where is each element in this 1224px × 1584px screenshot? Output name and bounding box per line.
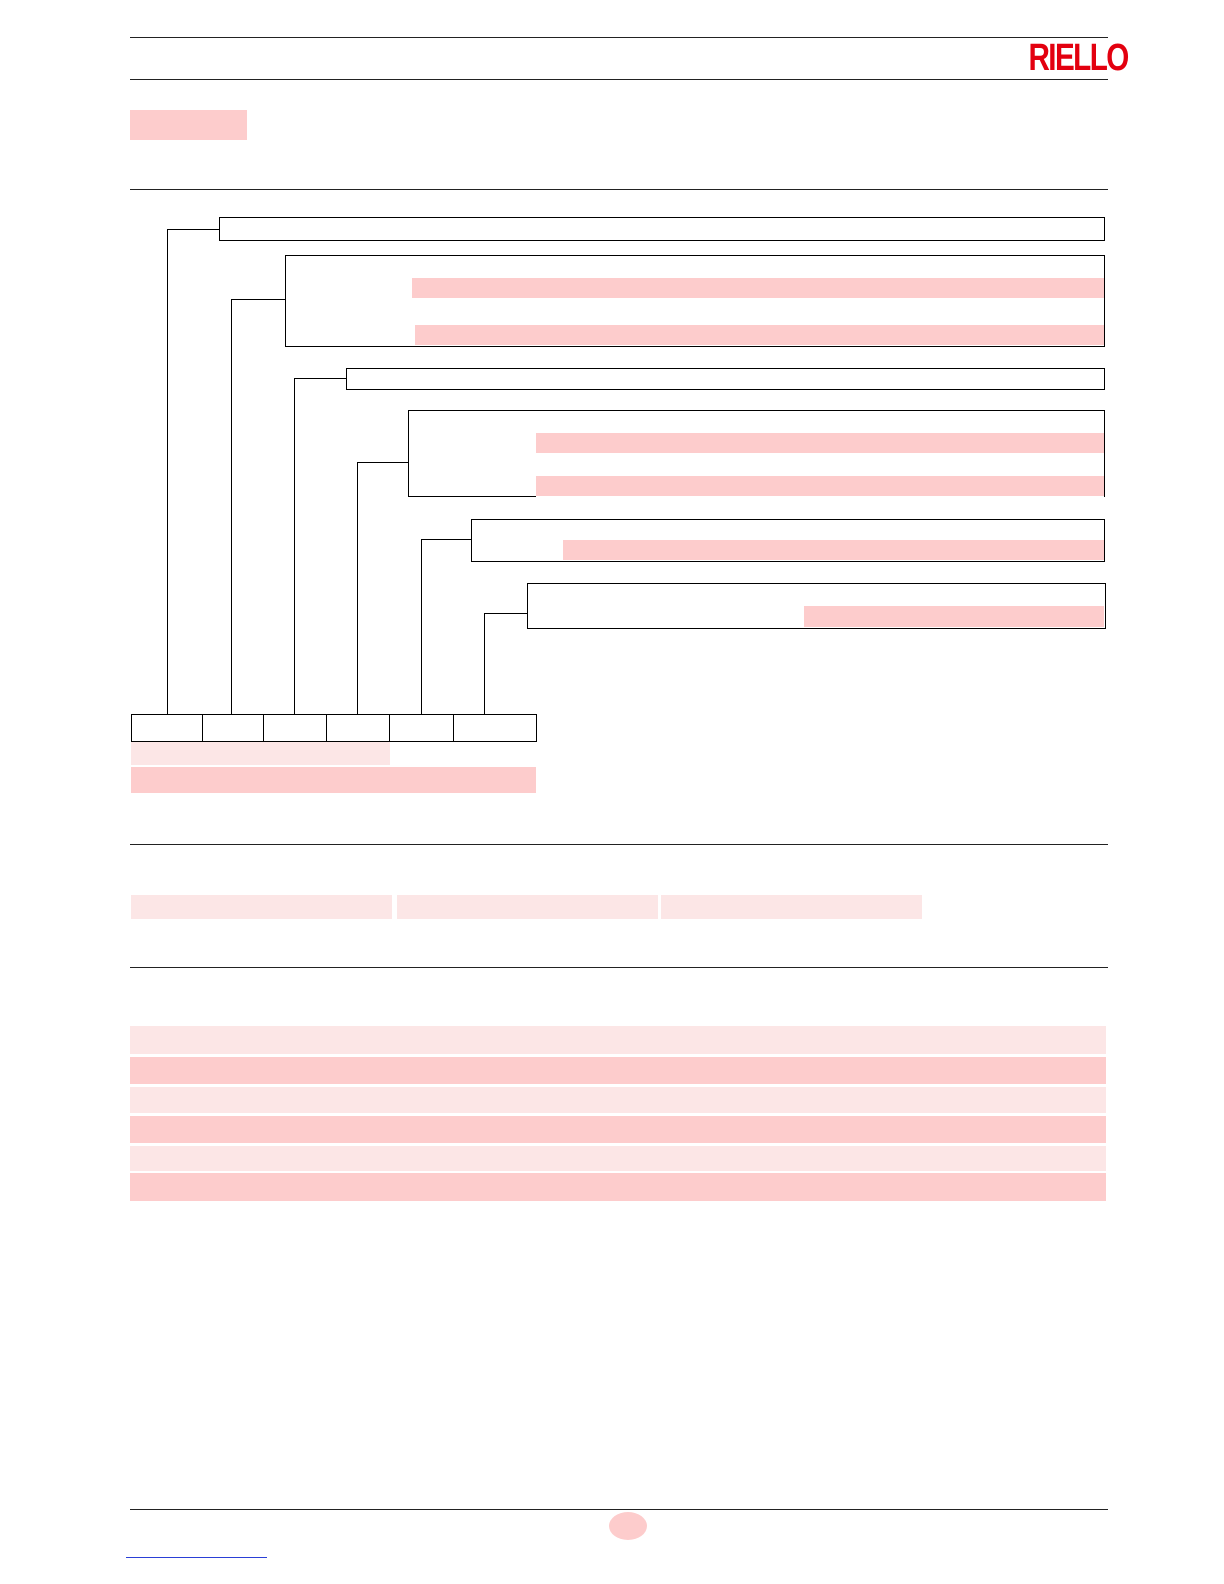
designation-box-4-option-2 bbox=[536, 476, 1104, 496]
table-row bbox=[130, 1116, 1106, 1143]
connector-4-vertical bbox=[357, 462, 359, 714]
riello-logo: RIELLO bbox=[1028, 37, 1129, 79]
connector-6-vertical bbox=[484, 613, 486, 714]
connector-2-horizontal bbox=[231, 299, 285, 301]
connector-1-vertical bbox=[167, 229, 169, 714]
box-4-top-edge bbox=[408, 410, 1105, 412]
footer-link-underline[interactable] bbox=[126, 1557, 267, 1558]
designation-box-6-option bbox=[804, 606, 1104, 627]
table-row bbox=[130, 1146, 1106, 1171]
code-cell-2 bbox=[202, 714, 264, 742]
designation-box-1 bbox=[219, 217, 1105, 241]
section-title-highlight bbox=[130, 110, 247, 140]
connector-3-vertical bbox=[294, 378, 296, 714]
connector-1-horizontal bbox=[167, 229, 219, 231]
designation-box-2-option-1 bbox=[412, 278, 1104, 298]
connector-3-horizontal bbox=[294, 378, 346, 380]
designation-box-5 bbox=[471, 519, 1105, 562]
connector-4-horizontal bbox=[357, 462, 408, 464]
table-row bbox=[130, 1057, 1106, 1084]
code-cell-3 bbox=[263, 714, 327, 742]
box-4-right-edge bbox=[1104, 410, 1106, 497]
info-column-1 bbox=[131, 895, 392, 919]
info-column-3 bbox=[661, 895, 922, 919]
header-bottom-rule bbox=[130, 79, 1108, 80]
designation-box-3 bbox=[346, 368, 1105, 390]
section-rule-2 bbox=[130, 844, 1108, 845]
code-cell-4 bbox=[326, 714, 390, 742]
info-column-2 bbox=[397, 895, 658, 919]
header-top-rule bbox=[130, 37, 1108, 38]
designation-box-4-option-1 bbox=[536, 433, 1104, 453]
box-4-left-edge bbox=[408, 410, 410, 497]
connector-5-horizontal bbox=[421, 539, 471, 541]
connector-2-vertical bbox=[231, 299, 233, 714]
extended-designation-highlight bbox=[131, 767, 536, 793]
footer-rule bbox=[130, 1509, 1108, 1510]
section-rule-1 bbox=[130, 189, 1108, 190]
designation-box-2-option-2 bbox=[415, 325, 1104, 345]
connector-5-vertical bbox=[421, 539, 423, 714]
section-rule-3 bbox=[130, 967, 1108, 968]
page-number-badge bbox=[609, 1512, 647, 1540]
code-cell-5 bbox=[389, 714, 454, 742]
designation-box-5-option bbox=[563, 540, 1104, 560]
connector-6-horizontal bbox=[484, 613, 527, 615]
designation-box-6 bbox=[527, 583, 1106, 629]
code-cell-1 bbox=[131, 714, 203, 742]
table-row bbox=[130, 1026, 1106, 1054]
table-row bbox=[130, 1173, 1106, 1201]
code-cell-6 bbox=[453, 714, 537, 742]
box-4-bottom-edge bbox=[408, 496, 536, 498]
table-row bbox=[130, 1087, 1106, 1113]
basic-designation-highlight bbox=[131, 742, 390, 765]
designation-box-2 bbox=[285, 255, 1105, 347]
